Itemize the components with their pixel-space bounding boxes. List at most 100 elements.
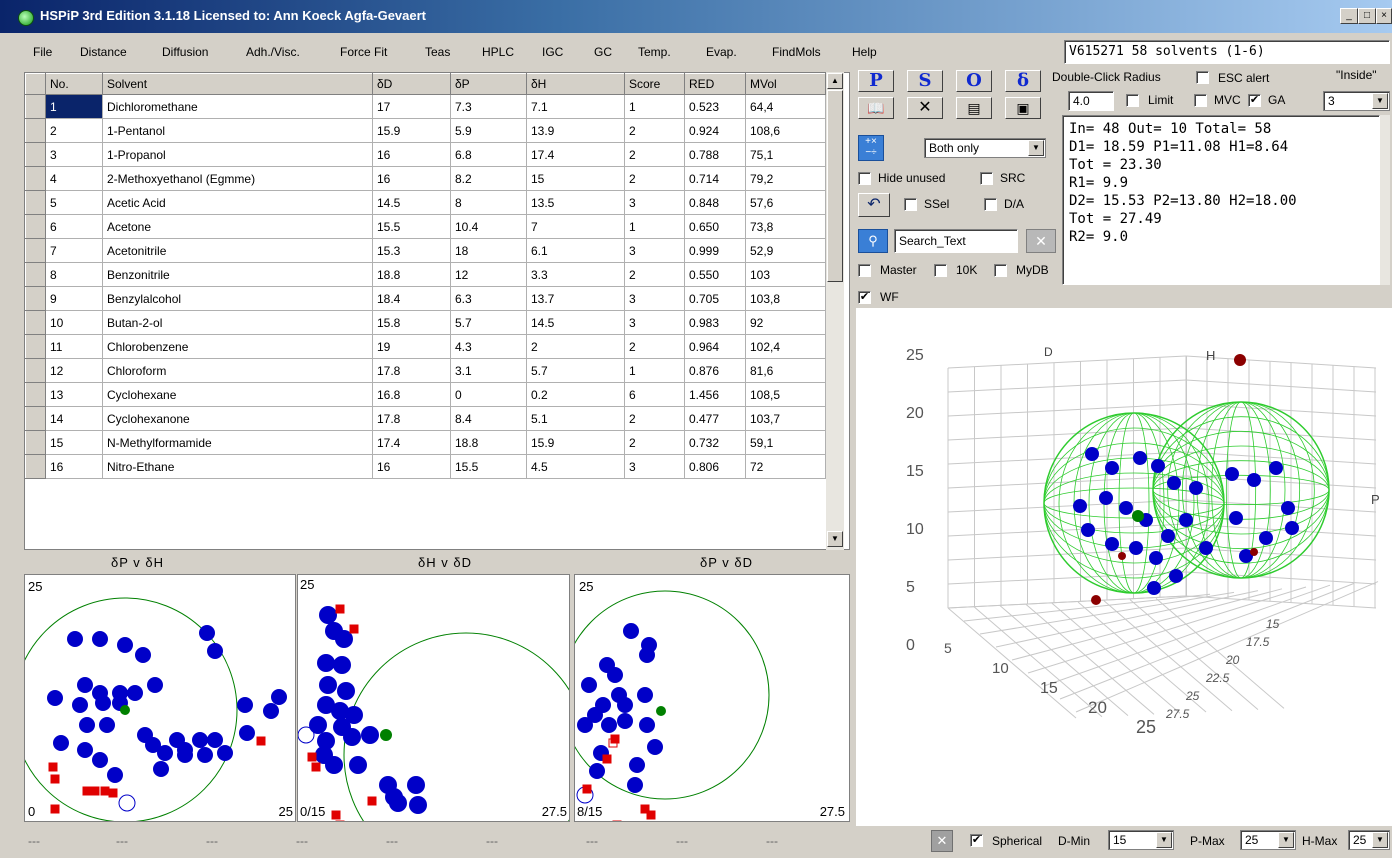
cell-dp[interactable]: 3.1 xyxy=(450,358,527,383)
cell-solvent[interactable]: 1-Pentanol xyxy=(102,118,373,143)
cell-solvent[interactable]: Dichloromethane xyxy=(102,94,373,119)
grid-scrollbar[interactable]: ▲ ▼ xyxy=(826,72,844,550)
table-row[interactable]: 1 Dichloromethane 17 7.3 7.1 1 0.523 64,4 xyxy=(25,94,826,119)
delta-button[interactable]: δ xyxy=(1005,70,1041,92)
cell-dp[interactable]: 8.2 xyxy=(450,166,527,191)
cell-mvol[interactable]: 73,8 xyxy=(745,214,826,239)
cell-dh[interactable]: 2 xyxy=(526,334,625,359)
row-header[interactable] xyxy=(25,94,46,119)
cell-red[interactable]: 0.523 xyxy=(684,94,746,119)
row-header[interactable] xyxy=(25,118,46,143)
menu-help[interactable]: Help xyxy=(852,45,877,59)
cell-dd[interactable]: 16.8 xyxy=(372,382,451,407)
menu-igc[interactable]: IGC xyxy=(542,45,564,59)
cell-dp[interactable]: 18.8 xyxy=(450,430,527,455)
cell-score[interactable]: 3 xyxy=(624,454,685,479)
cell-no[interactable]: 2 xyxy=(45,118,103,143)
row-header[interactable] xyxy=(25,310,46,335)
cell-no[interactable]: 8 xyxy=(45,262,103,287)
plot-dp-dh[interactable]: 25 0 25 xyxy=(24,574,296,822)
row-header[interactable] xyxy=(25,142,46,167)
cell-no[interactable]: 16 xyxy=(45,454,103,479)
ssel-checkbox[interactable] xyxy=(904,198,917,211)
ga-select[interactable]: 3 ▼ xyxy=(1323,91,1390,111)
mvc-checkbox[interactable] xyxy=(1194,94,1207,107)
table-row[interactable]: 5 Acetic Acid 14.5 8 13.5 3 0.848 57,6 xyxy=(25,190,826,215)
table-row[interactable]: 3 1-Propanol 16 6.8 17.4 2 0.788 75,1 xyxy=(25,142,826,167)
col-header-mvol[interactable]: MVol xyxy=(745,73,826,95)
menu-force-fit[interactable]: Force Fit xyxy=(340,45,388,59)
cell-red[interactable]: 0.964 xyxy=(684,334,746,359)
cell-score[interactable]: 2 xyxy=(624,430,685,455)
cell-score[interactable]: 3 xyxy=(624,286,685,311)
undo-icon[interactable]: ↶ xyxy=(858,193,890,217)
row-header[interactable] xyxy=(25,190,46,215)
scroll-up-icon[interactable]: ▲ xyxy=(827,73,843,89)
results-scrollbar[interactable] xyxy=(1380,115,1390,285)
plot-dp-dd[interactable]: 25 8/15 27.5 xyxy=(574,574,850,822)
row-header[interactable] xyxy=(25,382,46,407)
binoculars-icon[interactable]: ⚲ xyxy=(858,229,888,253)
cell-solvent[interactable]: Chloroform xyxy=(102,358,373,383)
menu-teas[interactable]: Teas xyxy=(425,45,451,59)
cell-dp[interactable]: 12 xyxy=(450,262,527,287)
cell-dd[interactable]: 16 xyxy=(372,166,451,191)
cell-solvent[interactable]: Cyclohexanone xyxy=(102,406,373,431)
cell-mvol[interactable]: 103,7 xyxy=(745,406,826,431)
cell-dp[interactable]: 8 xyxy=(450,190,527,215)
cell-dd[interactable]: 17.4 xyxy=(372,430,451,455)
cell-dd[interactable]: 16 xyxy=(372,454,451,479)
cell-red[interactable]: 0.983 xyxy=(684,310,746,335)
cell-mvol[interactable]: 59,1 xyxy=(745,430,826,455)
reset-icon[interactable]: ✕ xyxy=(931,830,953,852)
cell-dh[interactable]: 13.5 xyxy=(526,190,625,215)
cell-no[interactable]: 15 xyxy=(45,430,103,455)
scroll-thumb[interactable] xyxy=(827,90,843,282)
cell-red[interactable]: 0.714 xyxy=(684,166,746,191)
cell-mvol[interactable]: 52,9 xyxy=(745,238,826,263)
table-row[interactable]: 9 Benzylalcohol 18.4 6.3 13.7 3 0.705 103,8 xyxy=(25,286,826,311)
cell-red[interactable]: 0.477 xyxy=(684,406,746,431)
cell-score[interactable]: 2 xyxy=(624,262,685,287)
radius-input[interactable]: 4.0 xyxy=(1068,91,1114,111)
chevron-down-icon[interactable]: ▼ xyxy=(1372,93,1388,109)
row-header[interactable] xyxy=(25,406,46,431)
camera-icon[interactable]: ▣ xyxy=(1005,97,1041,119)
cell-mvol[interactable]: 79,2 xyxy=(745,166,826,191)
row-header[interactable] xyxy=(25,214,46,239)
mydb-checkbox[interactable] xyxy=(994,264,1007,277)
chevron-down-icon[interactable]: ▼ xyxy=(1278,832,1294,848)
cell-dh[interactable]: 13.7 xyxy=(526,286,625,311)
cell-dd[interactable]: 15.8 xyxy=(372,310,451,335)
cell-dp[interactable]: 6.3 xyxy=(450,286,527,311)
scroll-down-icon[interactable]: ▼ xyxy=(827,531,843,547)
cell-no[interactable]: 4 xyxy=(45,166,103,191)
col-header-solvent[interactable]: Solvent xyxy=(102,73,373,95)
cell-solvent[interactable]: Acetone xyxy=(102,214,373,239)
cell-score[interactable]: 1 xyxy=(624,214,685,239)
cell-dh[interactable]: 15.9 xyxy=(526,430,625,455)
cell-mvol[interactable]: 81,6 xyxy=(745,358,826,383)
cell-no[interactable]: 1 xyxy=(45,94,103,119)
cell-dd[interactable]: 14.5 xyxy=(372,190,451,215)
cell-dd[interactable]: 15.5 xyxy=(372,214,451,239)
plot-dh-dd[interactable]: 25 0/15 27.5 xyxy=(297,574,570,822)
esc-alert-checkbox[interactable] xyxy=(1196,71,1209,84)
cell-dd[interactable]: 19 xyxy=(372,334,451,359)
src-checkbox[interactable] xyxy=(980,172,993,185)
cell-score[interactable]: 1 xyxy=(624,358,685,383)
table-row[interactable]: 11 Chlorobenzene 19 4.3 2 2 0.964 102,4 xyxy=(25,334,826,359)
cell-red[interactable]: 0.848 xyxy=(684,190,746,215)
cell-mvol[interactable]: 64,4 xyxy=(745,94,826,119)
cell-score[interactable]: 2 xyxy=(624,406,685,431)
minimize-button[interactable]: _ xyxy=(1340,8,1358,24)
table-row[interactable]: 15 N-Methylformamide 17.4 18.8 15.9 2 0.732 59,… xyxy=(25,430,826,455)
pmax-select[interactable]: 25 ▼ xyxy=(1240,830,1296,850)
menu-evap[interactable]: Evap. xyxy=(706,45,737,59)
cell-mvol[interactable]: 103,8 xyxy=(745,286,826,311)
cell-score[interactable]: 3 xyxy=(624,310,685,335)
cell-no[interactable]: 12 xyxy=(45,358,103,383)
da-checkbox[interactable] xyxy=(984,198,997,211)
row-header[interactable] xyxy=(25,262,46,287)
menu-hplc[interactable]: HPLC xyxy=(482,45,515,59)
